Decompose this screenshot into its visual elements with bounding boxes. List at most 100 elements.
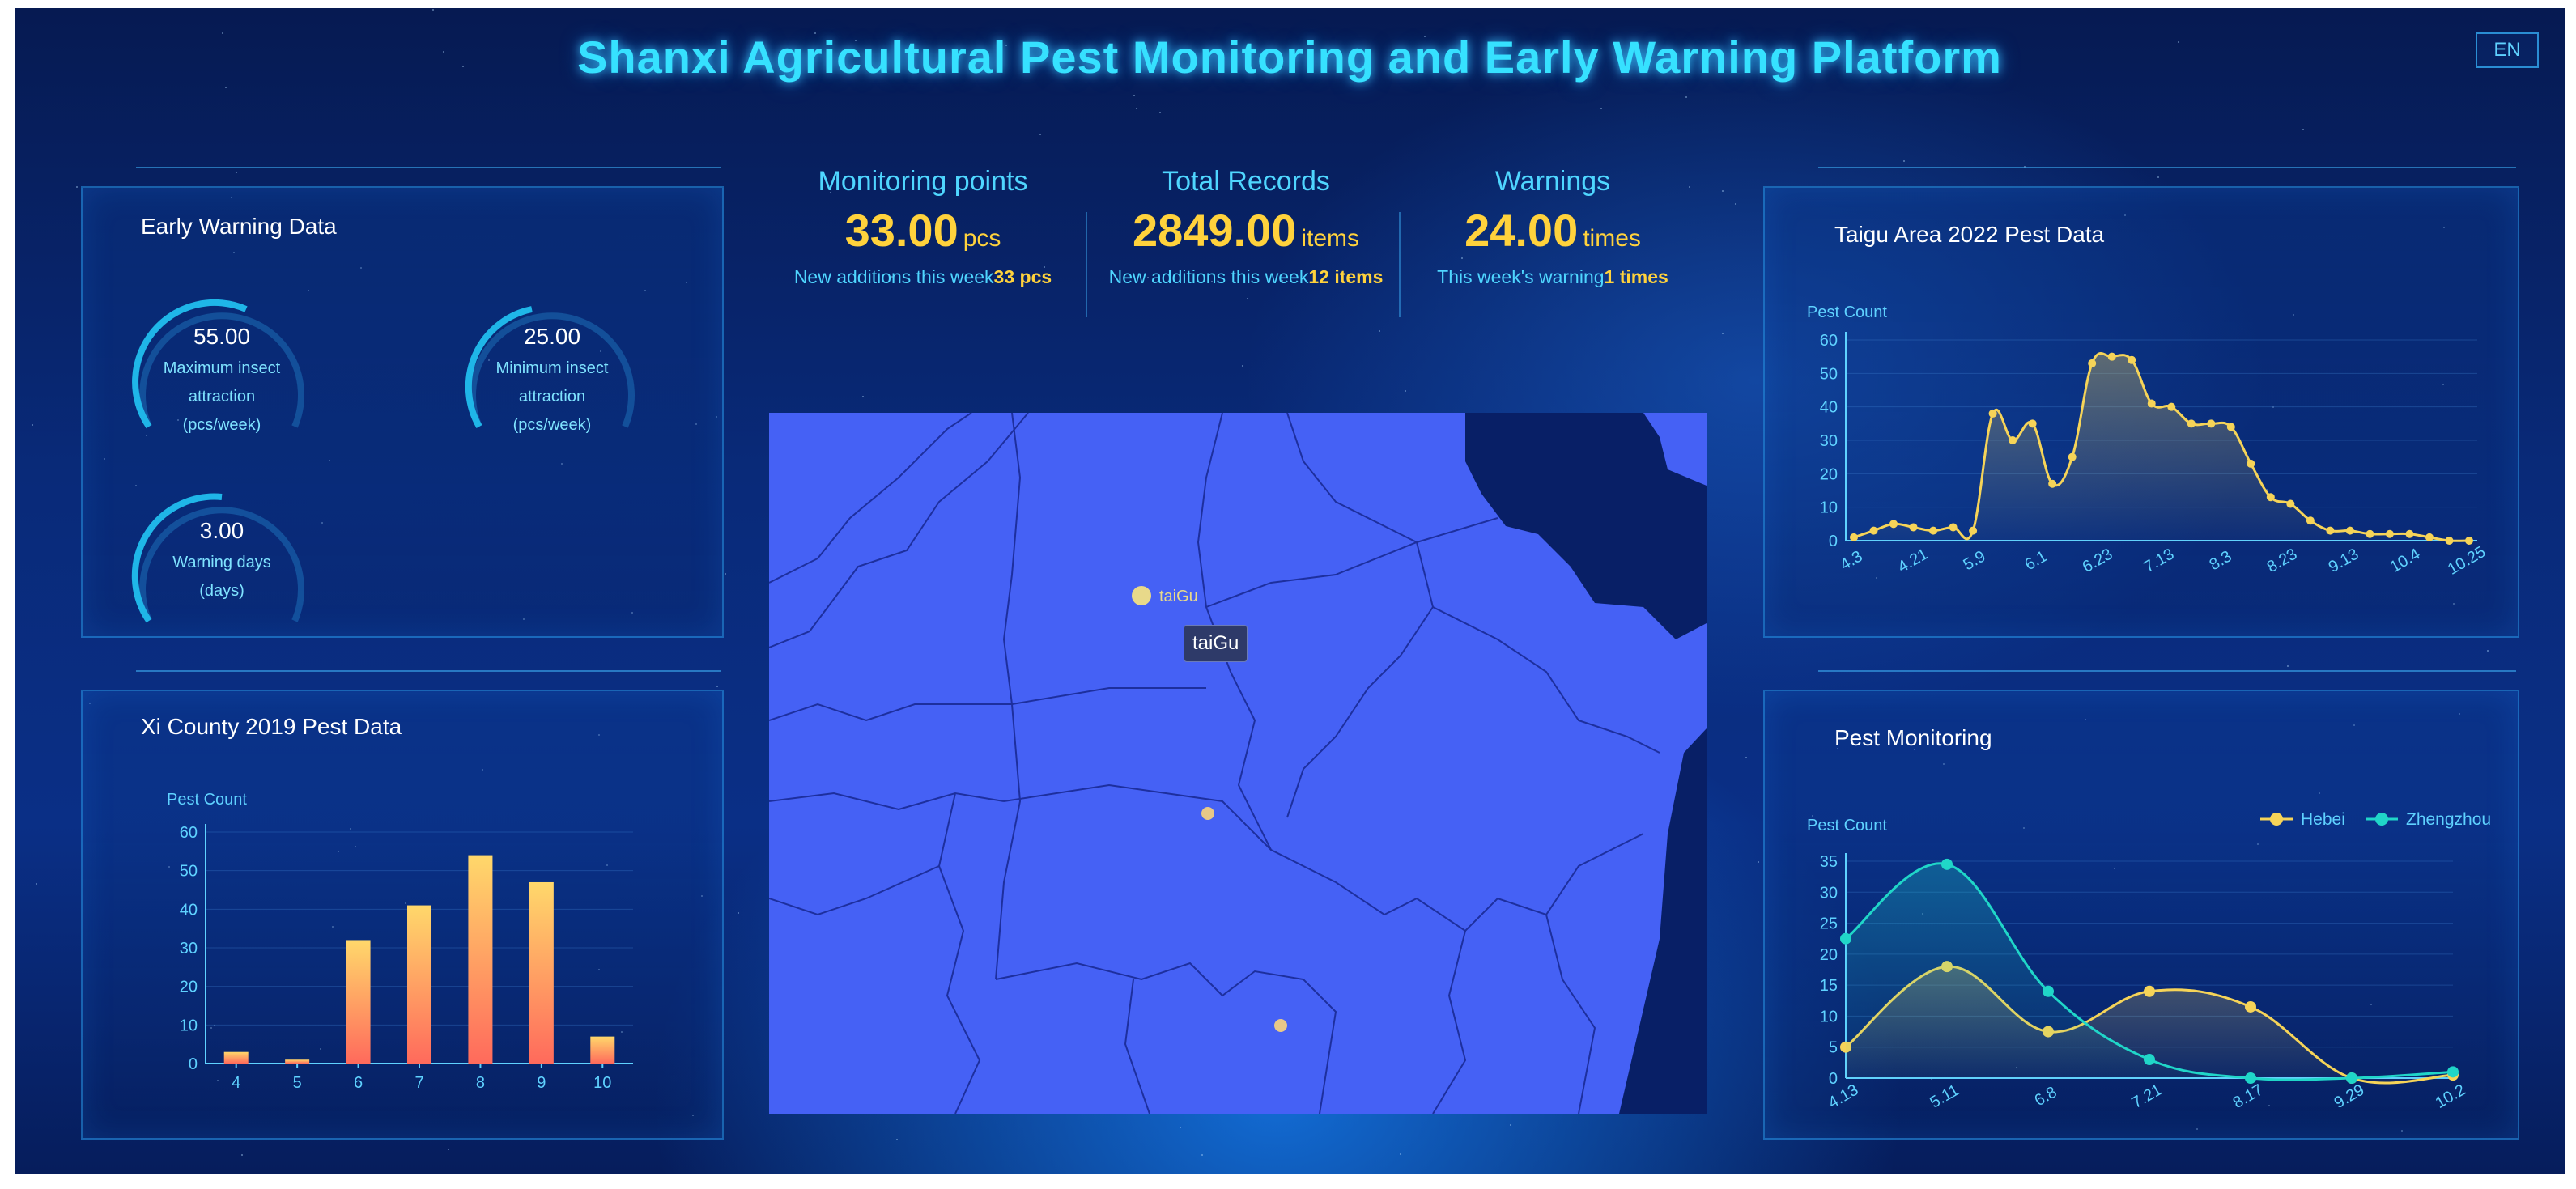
map-canvas[interactable]: taiGu xyxy=(769,413,1707,1114)
star-dot xyxy=(716,686,718,687)
star-dot xyxy=(488,359,490,361)
star-dot xyxy=(1247,298,1248,299)
x-tick-label: 8.3 xyxy=(2206,547,2234,574)
star-dot xyxy=(2453,603,2455,605)
y-axis-label: Pest Count xyxy=(1807,817,1887,834)
x-tick-label: 10.2 xyxy=(2433,1081,2469,1113)
data-point xyxy=(2445,537,2454,545)
gauge-label: Minimum insect attraction (pcs/week) xyxy=(495,359,609,434)
star-dot xyxy=(2268,1105,2270,1106)
stat-value: 24.00 xyxy=(1464,205,1579,256)
peninsula xyxy=(1643,413,1707,486)
x-tick-label: 4.21 xyxy=(1895,546,1932,577)
star-dot xyxy=(222,32,223,34)
x-tick-label: 6.8 xyxy=(2031,1083,2060,1110)
map-marker[interactable] xyxy=(1201,807,1214,820)
bar xyxy=(590,1036,615,1064)
star-dot xyxy=(621,1031,623,1033)
gauge-value: 55.00 xyxy=(193,324,251,349)
star-dot xyxy=(1133,95,1135,96)
data-point xyxy=(2187,419,2196,428)
gauge-value: 3.00 xyxy=(199,518,244,543)
star-dot xyxy=(1758,861,1759,863)
early-warning-title: Early Warning Data xyxy=(141,214,337,239)
star-dot xyxy=(606,864,608,866)
map-marker-taigu[interactable] xyxy=(1132,586,1151,605)
legend-marker xyxy=(2270,813,2283,826)
star-dot xyxy=(2157,176,2159,178)
gauge-label: Warning days (days) xyxy=(172,554,271,600)
star-dot xyxy=(2401,1130,2403,1132)
star-dot xyxy=(814,32,816,34)
star-dot xyxy=(1180,1127,1181,1128)
star-dot xyxy=(716,416,717,418)
gauge-arc xyxy=(132,299,304,429)
star-dot xyxy=(1242,365,1243,367)
y-tick-label: 25 xyxy=(1820,915,1838,933)
y-tick-label: 30 xyxy=(180,940,198,958)
data-point xyxy=(1929,526,1938,535)
y-tick-label: 10 xyxy=(180,1017,198,1034)
y-tick-label: 0 xyxy=(1829,1070,1838,1088)
data-point xyxy=(2245,1072,2256,1084)
data-point xyxy=(2028,419,2037,428)
star-dot xyxy=(104,458,105,460)
data-point xyxy=(2009,436,2017,444)
star-dot xyxy=(1005,45,1007,46)
bar xyxy=(346,940,371,1064)
data-point xyxy=(2147,399,2156,408)
pest-monitoring-title: Pest Monitoring xyxy=(1834,725,1992,750)
star-dot xyxy=(891,276,893,278)
star-dot xyxy=(2353,724,2355,726)
stat-heading: Warnings xyxy=(1494,166,1611,197)
stat-divider xyxy=(1086,212,1087,317)
star-dot xyxy=(482,769,483,771)
y-tick-label: 35 xyxy=(1820,853,1838,871)
taigu-line-chart: Pest Count 0 10 20 30 40 50 60 4.3 4.21 5.9 6.1 6.23… xyxy=(1807,304,2489,579)
x-tick-label: 5 xyxy=(293,1074,302,1092)
x-tick-label: 4 xyxy=(232,1074,240,1092)
star-dot xyxy=(338,851,339,852)
sea-area xyxy=(1465,413,1707,639)
stat-unit: pcs xyxy=(963,225,1001,252)
star-dot xyxy=(2023,827,2025,829)
map-marker[interactable] xyxy=(1274,1019,1287,1032)
data-point xyxy=(2286,499,2295,508)
star-dot xyxy=(332,926,334,928)
y-tick-label: 10 xyxy=(1820,499,1838,517)
data-point xyxy=(2048,479,2057,488)
data-point xyxy=(2226,423,2235,431)
star-dot xyxy=(462,66,464,67)
star-dot xyxy=(89,703,91,704)
star-dot xyxy=(2319,792,2320,794)
y-tick-label: 60 xyxy=(180,824,198,842)
y-tick-label: 20 xyxy=(1820,946,1838,964)
x-tick-label: 6.23 xyxy=(2080,546,2116,577)
star-dot xyxy=(600,350,601,352)
stat-total-records: Total Records 2849.00 items New additions… xyxy=(1092,166,1400,288)
star-dot xyxy=(1903,160,1905,162)
star-dot xyxy=(350,828,351,830)
y-tick-label: 30 xyxy=(1820,884,1838,902)
gauge-arc xyxy=(465,306,635,428)
stat-sub-unit: pcs xyxy=(1019,266,1052,287)
province-map[interactable]: taiGu taiGu xyxy=(769,413,1707,1114)
stat-sub-value: 12 xyxy=(1308,266,1329,287)
star-dot xyxy=(1388,69,1389,70)
star-dot xyxy=(692,1115,694,1116)
gauge-label: Maximum insect attraction (pcs/week) xyxy=(163,359,281,434)
y-tick-label: 60 xyxy=(1820,332,1838,350)
language-toggle-button[interactable]: EN xyxy=(2476,32,2539,68)
star-dot xyxy=(236,172,237,173)
star-dot xyxy=(644,290,646,291)
y-tick-label: 0 xyxy=(189,1055,198,1073)
star-dot xyxy=(177,419,179,421)
data-point xyxy=(2245,1000,2256,1013)
data-point xyxy=(1988,409,1997,418)
x-tick-label: 6.1 xyxy=(2021,547,2050,574)
star-dot xyxy=(1722,190,1724,192)
data-point xyxy=(2088,359,2097,367)
star-dot xyxy=(1735,203,1736,205)
star-dot xyxy=(1405,390,1406,392)
